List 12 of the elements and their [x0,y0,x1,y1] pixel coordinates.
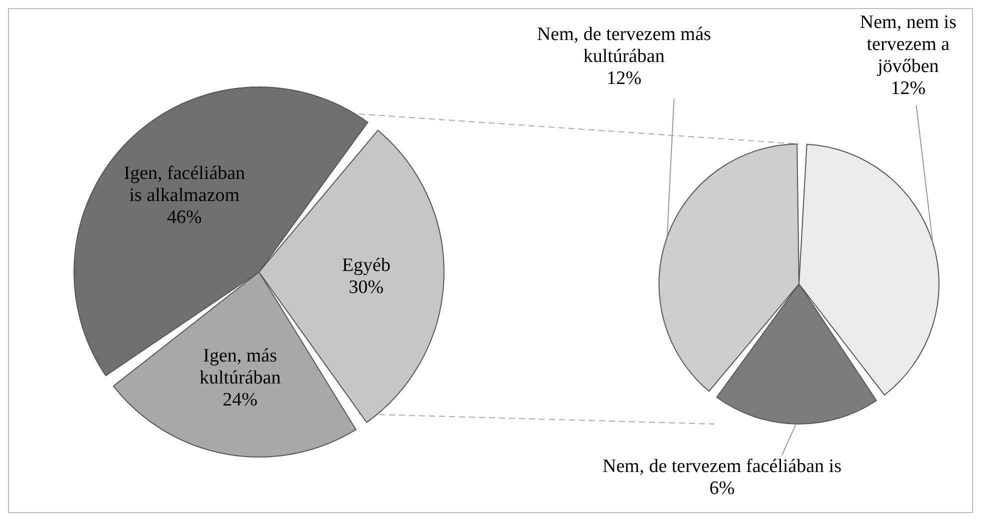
slice-label: Nem, nem is tervezem a jövőben [860,12,956,77]
slice-label: Nem, de tervezem facéliában is [602,456,842,477]
slice-label: Nem, de tervezem más kultúrában [536,24,712,67]
slice-label: Egyéb [342,254,390,276]
slice-label: Igen, facéliában is alkalmazom [124,162,246,206]
slice-label: Igen, más kultúrában [199,345,282,388]
data-label: 12% [606,68,642,89]
data-label: 46% [166,206,202,228]
data-label: 6% [709,478,735,499]
data-label: 12% [890,78,926,99]
data-label: 24% [222,389,258,410]
data-label: 30% [348,276,384,298]
